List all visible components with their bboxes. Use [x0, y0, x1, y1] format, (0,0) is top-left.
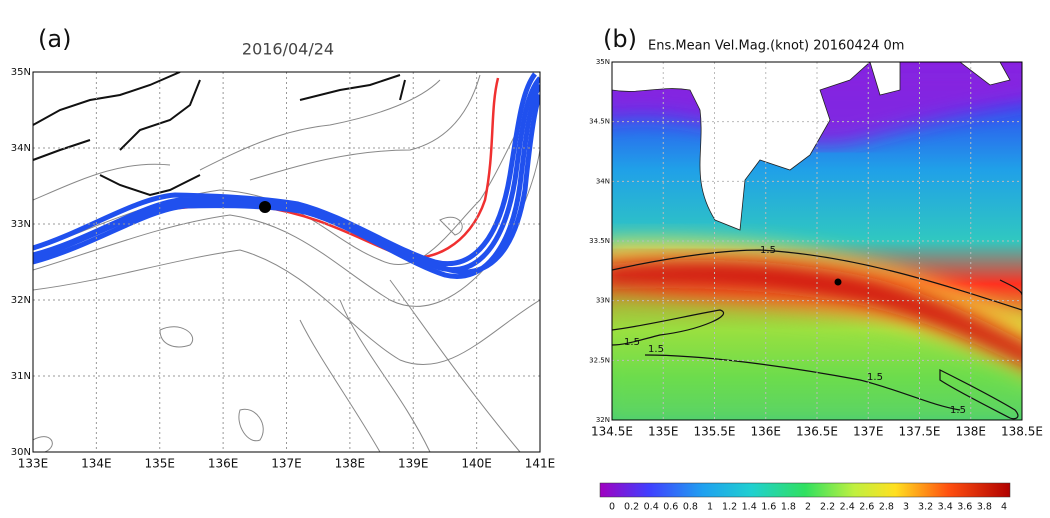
x-tick-label: 141E [525, 457, 556, 471]
colorbar-label: 3.2 [918, 502, 933, 513]
x-tick-label: 138E [335, 457, 366, 471]
x-tick-label: 137.5E [899, 425, 941, 439]
grid-lines [33, 72, 540, 452]
x-tick-label: 135E [145, 457, 176, 471]
x-tick-label: 138E [956, 425, 987, 439]
x-tick-label: 137E [853, 425, 884, 439]
contour-label: 1.5 [867, 372, 883, 383]
colorbar-label: 3.4 [938, 502, 953, 513]
contour-label: 1.5 [950, 405, 966, 416]
colorbar-label: 3.8 [977, 502, 992, 513]
land [612, 62, 1011, 231]
panel-label: (b) [603, 25, 637, 53]
y-tick-label: 35N [11, 67, 31, 78]
contour-lines [612, 249, 1022, 420]
point-marker [259, 201, 271, 213]
panel-b: (b) Ens.Mean Vel.Mag.(knot) 20160424 0m [599, 25, 1023, 498]
colorbar-label: 2.2 [820, 502, 835, 513]
colorbar-label: 4 [1001, 502, 1007, 513]
colorbar-label: 2.4 [840, 502, 855, 513]
colorbar-label: 2.6 [859, 502, 874, 513]
colorbar-label: 0.4 [644, 502, 659, 513]
colorbar [599, 482, 1011, 498]
panel-label: (a) [38, 25, 71, 53]
x-tick-label: 136E [751, 425, 782, 439]
x-tick-label: 134E [81, 457, 112, 471]
x-tick-label: 135E [648, 425, 679, 439]
y-tick-label: 35N [596, 58, 610, 66]
panel-title: Ens.Mean Vel.Mag.(knot) 20160424 0m [648, 39, 904, 54]
velocity-core [612, 260, 1022, 367]
bathymetry-contours [33, 74, 540, 452]
y-tick-label: 32N [11, 295, 31, 306]
y-tick-label: 34N [11, 143, 31, 154]
contour-label: 1.5 [624, 337, 640, 348]
x-tick-label: 136.5E [796, 425, 838, 439]
coastline [33, 72, 406, 197]
x-tick-label: 137E [271, 457, 302, 471]
y-tick-label: 33N [11, 219, 31, 230]
x-tick-label: 139E [398, 457, 429, 471]
x-tick-label: 138.5E [1001, 425, 1043, 439]
colorbar-label: 1.6 [761, 502, 776, 513]
x-tick-label: 133E [18, 457, 49, 471]
y-tick-label: 32.5N [589, 356, 610, 364]
y-tick-label: 30N [11, 447, 31, 458]
x-tick-label: 135.5E [694, 425, 736, 439]
colorbar-label: 2.8 [879, 502, 894, 513]
observed-axis [149, 77, 500, 259]
colorbar-label: 0.8 [683, 502, 698, 513]
colorbar-label: 1.2 [722, 502, 737, 513]
contour-label: 1.5 [648, 344, 664, 355]
colorbar-label: 0.6 [663, 502, 678, 513]
colorbar-label: 3.6 [957, 502, 972, 513]
y-tick-label: 34.5N [589, 118, 610, 126]
colorbar-label: 2 [805, 502, 811, 513]
colorbar-label: 1 [707, 502, 713, 513]
colorbar-label: 3 [903, 502, 909, 513]
map-frame [32, 71, 541, 453]
colorbar-label: 1.4 [742, 502, 757, 513]
x-tick-label: 134.5E [591, 425, 633, 439]
y-tick-label: 31N [11, 371, 31, 382]
point-marker [834, 278, 842, 286]
panel-title: 2016/04/24 [242, 40, 334, 59]
colorbar-label: 0.2 [624, 502, 639, 513]
x-tick-label: 140E [461, 457, 492, 471]
grid-lines [612, 62, 1022, 420]
y-tick-label: 33N [596, 297, 610, 305]
map-frame [611, 61, 1023, 421]
contour-label: 1.5 [760, 245, 776, 256]
y-tick-label: 32N [596, 416, 610, 424]
colorbar-label: 1.8 [781, 502, 796, 513]
ensemble-axes [33, 72, 540, 279]
x-tick-label: 136E [208, 457, 239, 471]
y-tick-label: 34N [596, 177, 610, 185]
panel-a: (a) 2016/04/24 [32, 25, 541, 453]
y-tick-label: 33.5N [589, 237, 610, 245]
colorbar-label: 0 [609, 502, 615, 513]
